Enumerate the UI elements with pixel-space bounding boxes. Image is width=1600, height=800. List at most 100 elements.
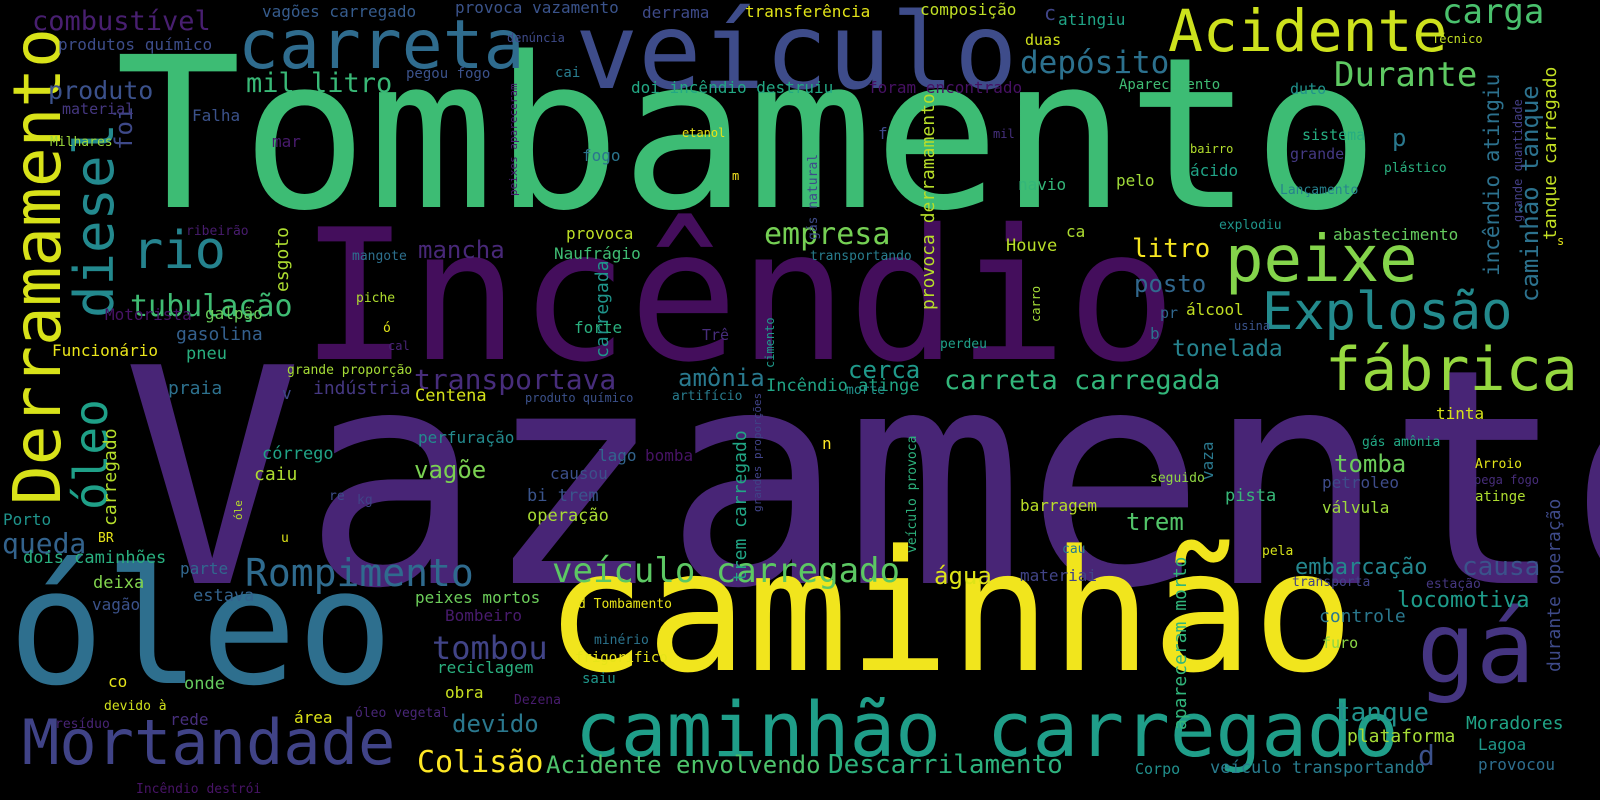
word-posto: posto (1134, 270, 1207, 298)
word-re: re (329, 489, 345, 504)
word-carregada: carregada (592, 260, 613, 358)
word-produto-quimico: produto químico (525, 391, 634, 405)
word-d-tombamento: d Tombamento (578, 597, 672, 612)
word-combustivel: combustível (32, 6, 211, 37)
word-c: c (1044, 1, 1057, 25)
word-o-accent: ó (383, 321, 391, 336)
word-galpao: galpão (205, 304, 263, 323)
word-kg: kg (357, 493, 373, 508)
word-valvula: válvula (1322, 498, 1390, 517)
word-embarcacao: embarcação (1295, 555, 1428, 580)
word-v: v (282, 384, 292, 403)
word-carreta: carreta (238, 6, 525, 85)
word-alcool: álcool (1186, 300, 1244, 319)
word-gas-amonia: gás amônia (1362, 435, 1441, 450)
word-forte: forte (574, 318, 623, 337)
word-materiai: materiai (1020, 566, 1098, 585)
word-veiculo-provoca: veículo provoca (905, 435, 920, 553)
word-tecnico: Técnico (1432, 32, 1483, 46)
word-ribeirao: ribeirão (186, 224, 249, 239)
word-pr: pr (1160, 304, 1179, 322)
word-corrego: córrego (262, 444, 334, 464)
word-transporta: transporta (1292, 575, 1371, 590)
word-grandes-proporcoes: grandes proporções (751, 392, 764, 512)
word-mortandade: Mortandade (22, 706, 396, 779)
word-dois-caminhoes: dois caminhões (23, 548, 167, 568)
word-locomotiva: locomotiva (1397, 588, 1530, 613)
word-artificio: artifício (672, 389, 743, 404)
word-plastico: plástico (1384, 161, 1447, 176)
word-industria: indústria (313, 378, 411, 399)
word-doi-incendio-destruiu: doi incêndio destruiu (631, 78, 834, 97)
word-fabrica: fábrica (1325, 335, 1578, 405)
word-cal: cal (388, 339, 410, 353)
word-carga: carga (1442, 0, 1545, 32)
word-cimento: cimento (763, 317, 777, 368)
word-atinge: atinge (1475, 489, 1526, 505)
word-bairro: bairro (1190, 142, 1234, 156)
word-devido-a: devido à (104, 699, 167, 714)
word-funcionario: Funcionário (52, 341, 158, 360)
word-deixa: deixa (93, 573, 145, 593)
word-caminhao-carregado: caminhão carregado (575, 685, 1399, 774)
word-lago: lago (598, 446, 637, 465)
word-cau: cau (1062, 542, 1086, 557)
word-causa: causa (1462, 552, 1541, 582)
word-obra: obra (445, 683, 484, 702)
word-devido: devido (452, 710, 539, 738)
word-tre: Trê (702, 326, 730, 344)
word-peixes-apareceram: peixes apareceram (507, 83, 520, 196)
word-vagoes-carregado: vagões carregado (262, 2, 417, 21)
word-provoca-derramamento: provoca derramamento (918, 93, 939, 310)
word-moradores: Moradores (1466, 713, 1564, 734)
word-estacao: estação (1426, 577, 1481, 592)
word-veiculo: veículo (575, 0, 1018, 113)
word-atingiu: atingiu (1058, 10, 1126, 29)
word-derrama: derrama (642, 3, 710, 22)
word-milhares: Milhares (50, 135, 113, 150)
word-deposito: depósito (1020, 45, 1170, 81)
word-cai: cai (555, 65, 581, 81)
word-sistema: sistema (1302, 126, 1366, 144)
word-composicao: composição (920, 0, 1017, 19)
word-estava: estava (193, 586, 255, 606)
word-acidente: Acidente (1168, 0, 1448, 65)
word-pega-fogo: pega fogo (1474, 473, 1540, 487)
word-rompimento: Rompimento (245, 551, 474, 595)
word-trem-carregado: trem carregado (730, 430, 751, 582)
word-tinta: tinta (1436, 404, 1485, 423)
word-co: co (108, 672, 128, 691)
word-peixe: peixe (1225, 223, 1418, 297)
word-saiu: saiu (582, 671, 616, 687)
word-incendio-atinge: Incêndio atinge (766, 376, 920, 396)
word-vagao: vagão (92, 595, 141, 614)
word-material: material (62, 100, 135, 118)
word-veiculo-transportando: veículo transportando (1210, 758, 1425, 778)
word-provocou: provocou (1478, 755, 1556, 774)
word-pelo: pelo (1116, 171, 1155, 190)
word-foram-encontrado: foram encontrado (868, 78, 1023, 97)
word-fogo: fogo (582, 146, 621, 165)
word-tombou: tombou (432, 629, 548, 667)
word-barragem: barragem (1020, 496, 1098, 515)
word-oleo-vegetal: óleo vegetal (355, 706, 449, 721)
word-morte: morte (846, 383, 886, 398)
word-grande: grande (1290, 145, 1345, 163)
word-centena: Centena (415, 386, 487, 406)
word-frigorifico: frigorífico (575, 650, 668, 666)
word-duas: duas (1025, 31, 1062, 49)
word-empresa: empresa (764, 217, 891, 252)
word-falha: Falha (192, 106, 241, 125)
word-caminhao: caminhão (545, 514, 1355, 710)
word-incendio-atingiu: incêndio atingiu (1480, 73, 1504, 276)
word-litro: litro (1132, 234, 1211, 264)
word-carreta-carregada: carreta carregada (944, 365, 1221, 396)
word-praia: praia (168, 378, 223, 399)
word-perdeu: perdeu (940, 337, 987, 352)
word-peixes-mortos: peixes mortos (415, 588, 541, 607)
word-perfuracao: perfuração (418, 428, 515, 447)
word-rio: rio (132, 221, 226, 281)
word-navio: navio (1018, 175, 1067, 194)
word-usina: usina (1234, 319, 1271, 333)
word-plataforma: plataforma (1347, 726, 1456, 747)
